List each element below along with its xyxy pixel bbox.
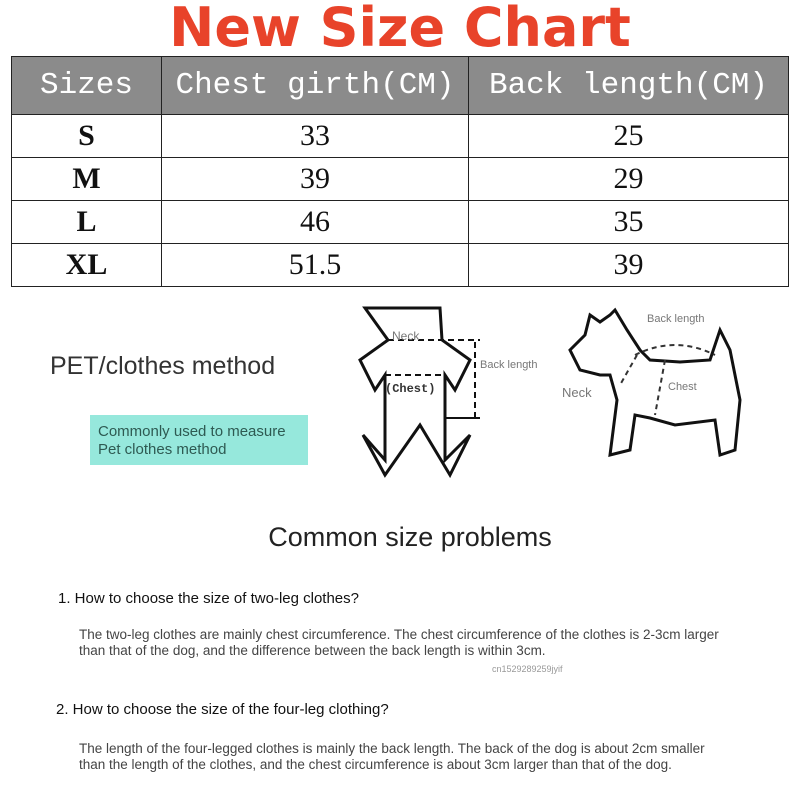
method-label: PET/clothes method — [50, 352, 276, 380]
clothes-back-label: Back length — [480, 359, 537, 371]
watermark: cn1529289259jyif — [492, 664, 563, 674]
table-row: S 33 25 — [11, 114, 789, 158]
dog-diagram: Back length Neck Chest — [562, 307, 742, 457]
dog-neck-label: Neck — [562, 385, 592, 400]
cell-back: 25 — [468, 114, 789, 158]
cell-chest: 33 — [161, 114, 469, 158]
method-note: Commonly used to measure Pet clothes met… — [90, 415, 308, 465]
clothes-outline — [358, 306, 472, 479]
table-row: L 46 35 — [11, 200, 789, 244]
answer-2: The length of the four-legged clothes is… — [79, 741, 705, 772]
cell-chest: 39 — [161, 157, 469, 201]
cell-back: 39 — [468, 243, 789, 287]
cell-size: M — [11, 157, 162, 201]
header-back: Back length(CM) — [468, 56, 789, 115]
note-line-1: Commonly used to measure — [98, 423, 286, 440]
table-row: M 39 29 — [11, 157, 789, 201]
clothes-chest-label: (Chest) — [385, 382, 435, 396]
question-1: 1. How to choose the size of two-leg clo… — [58, 590, 359, 607]
cell-chest: 46 — [161, 200, 469, 244]
table-header: Sizes Chest girth(CM) Back length(CM) — [11, 56, 789, 115]
dog-chest-label: Chest — [668, 381, 697, 393]
dog-outline — [568, 307, 742, 457]
table-row: XL 51.5 39 — [11, 243, 789, 287]
header-sizes: Sizes — [11, 56, 162, 115]
cell-size: XL — [11, 243, 162, 287]
cell-size: S — [11, 114, 162, 158]
header-chest: Chest girth(CM) — [161, 56, 469, 115]
cell-size: L — [11, 200, 162, 244]
page-title: New Size Chart — [169, 0, 631, 59]
cell-chest: 51.5 — [161, 243, 469, 287]
cell-back: 29 — [468, 157, 789, 201]
question-2: 2. How to choose the size of the four-le… — [56, 701, 389, 718]
clothes-neck-label: Neck — [392, 329, 420, 343]
problems-heading: Common size problems — [268, 522, 552, 552]
dog-back-label: Back length — [647, 313, 704, 325]
clothes-diagram: Neck (Chest) Back length — [358, 306, 537, 479]
cell-back: 35 — [468, 200, 789, 244]
note-line-2: Pet clothes method — [98, 441, 227, 458]
answer-1: The two-leg clothes are mainly chest cir… — [79, 627, 719, 658]
